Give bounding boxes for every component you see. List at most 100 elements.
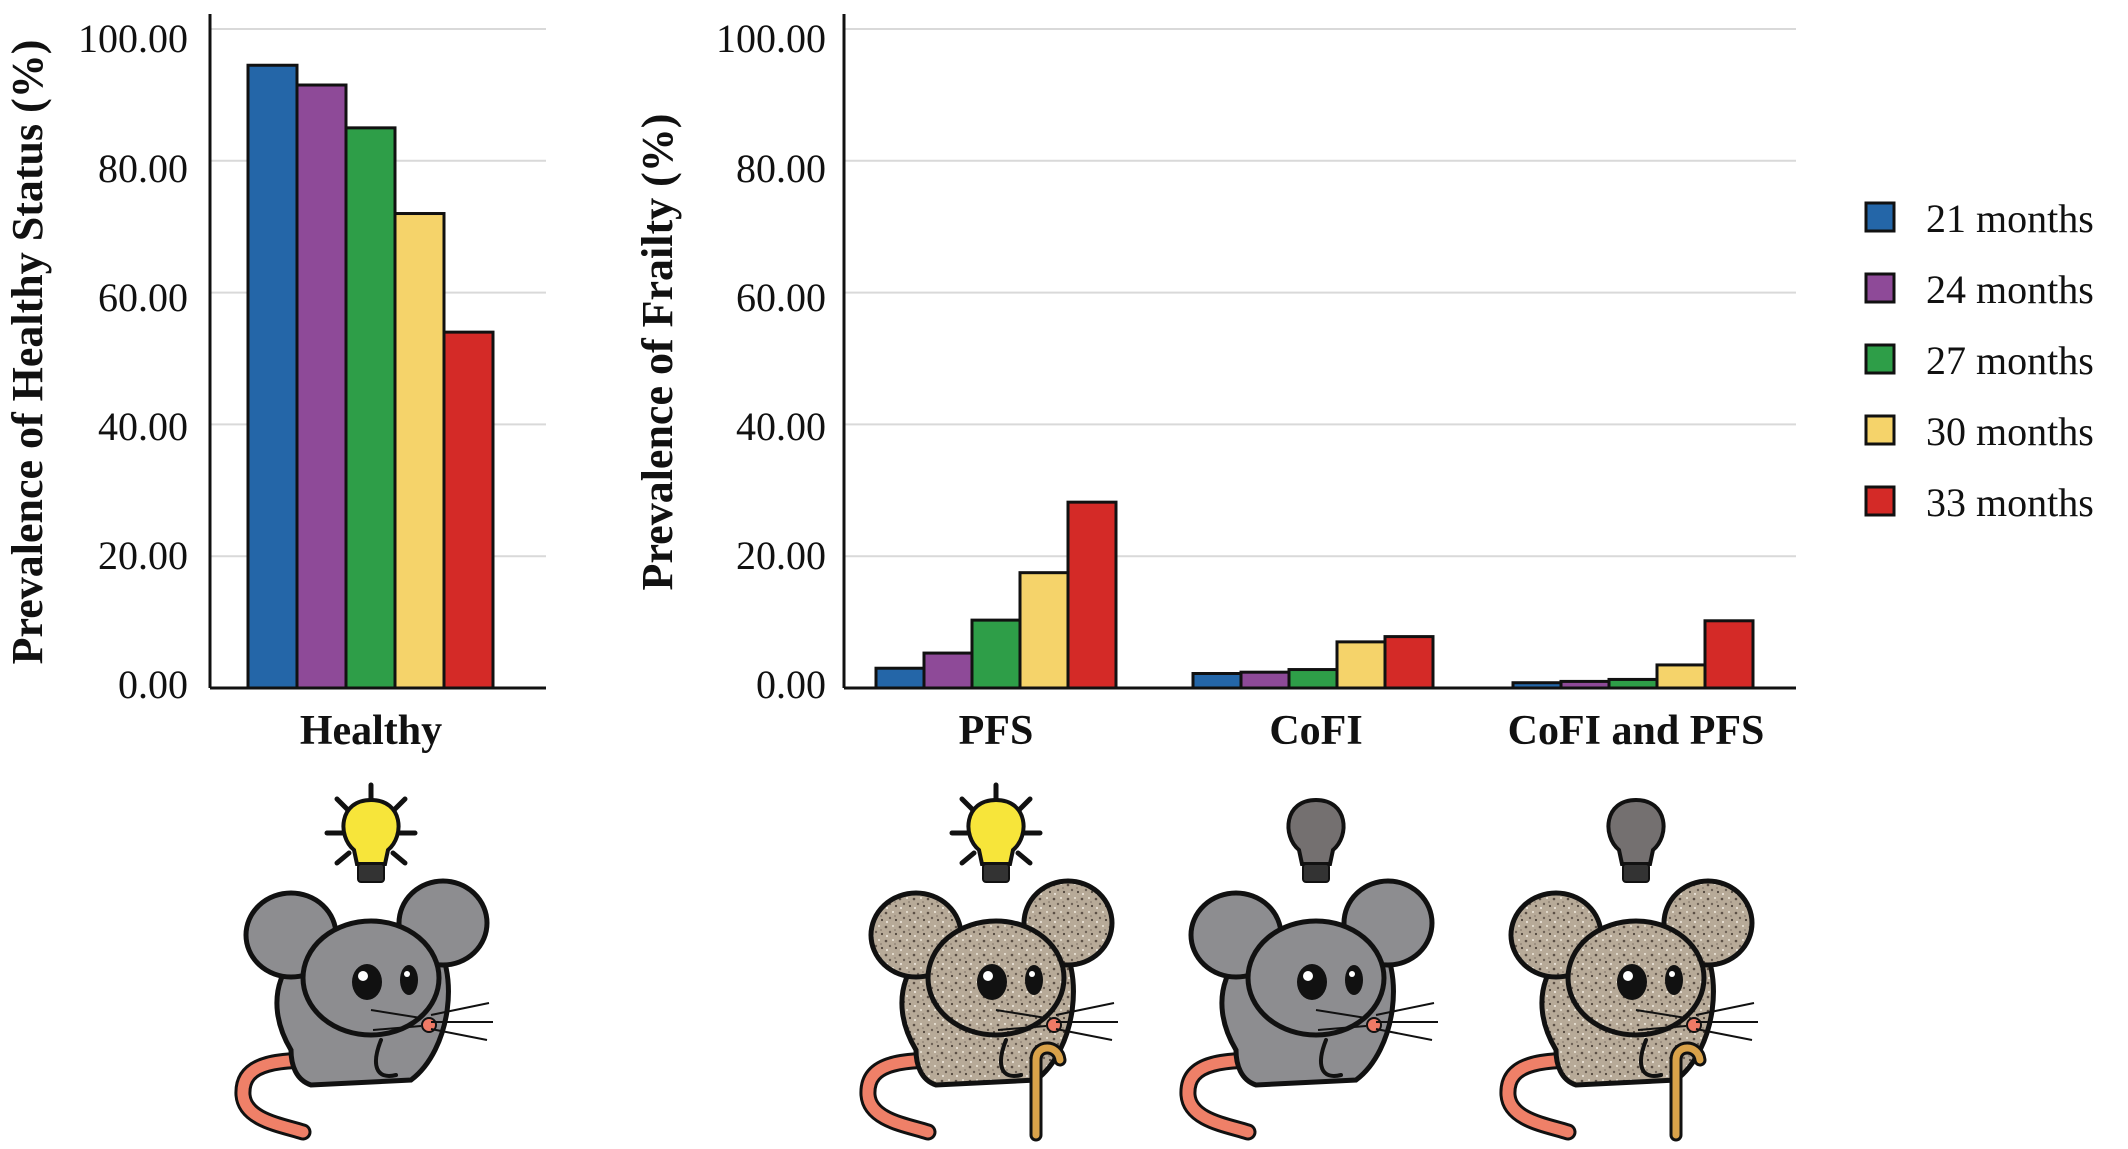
legend-swatch	[1864, 343, 1896, 375]
mouse-paw	[999, 1038, 1023, 1078]
mouse-paw	[1319, 1038, 1343, 1078]
bar-pfs-33-months	[1066, 500, 1118, 690]
mouse-whisker	[1317, 1025, 1367, 1031]
bulb-ray	[1015, 850, 1033, 866]
y-axis-title: Prevalence of Frailty (%)	[633, 114, 682, 591]
mouse-illustration-pfs	[859, 782, 1118, 1142]
mouse-eye	[352, 964, 382, 1000]
legend-label: 30 months	[1926, 409, 2094, 454]
y-tick-label: 60.00	[736, 275, 826, 320]
mouse-whisker	[430, 1002, 490, 1016]
mouse-whisker	[1055, 1028, 1113, 1041]
mouse-whisker	[1695, 1028, 1753, 1041]
bar-cofi-30-months	[1335, 640, 1387, 690]
mouse-whisker	[1375, 1028, 1433, 1041]
mouse-eye-highlight	[983, 971, 993, 981]
healthy-chart: 0.00 20.00 40.00 60.00 80.00 100.00 Prev…	[3, 14, 546, 754]
mouse-whisker	[370, 1009, 422, 1019]
y-tick-label: 40.00	[736, 404, 826, 449]
mouse-eye	[1297, 964, 1327, 1000]
mouse-whisker	[1375, 1002, 1435, 1016]
legend-item: 27 months	[1864, 338, 2094, 383]
bar-series	[246, 63, 495, 690]
y-tick-label: 20.00	[98, 533, 188, 578]
mouse-whisker	[997, 1025, 1047, 1031]
legend-swatch	[1864, 414, 1896, 446]
y-tick-label: 60.00	[98, 275, 188, 320]
bulb-glass	[966, 797, 1026, 866]
mouse-paw	[374, 1038, 398, 1078]
mouse-whisker	[430, 1028, 488, 1041]
mouse-eye	[1345, 965, 1363, 995]
legend-label: 27 months	[1926, 338, 2094, 383]
bulb-glass	[1286, 797, 1346, 866]
y-tick-label: 0.00	[118, 662, 188, 707]
bulb-glass	[1606, 797, 1666, 866]
cane-shaft	[1032, 1044, 1064, 1139]
bulb-base	[357, 863, 385, 883]
mouse-eye-highlight	[1303, 971, 1313, 981]
bulb-ray	[390, 850, 408, 866]
y-tick-label: 40.00	[98, 404, 188, 449]
dark-bulb-icon	[1606, 797, 1666, 883]
bar-pfs-24-months	[922, 651, 974, 690]
bar-healthy-27-months	[344, 126, 397, 690]
category-label-cofi: CoFI	[1269, 708, 1362, 754]
mouse-whisker	[1637, 1025, 1687, 1031]
legend-label: 21 months	[1926, 196, 2094, 241]
mouse-paw	[1639, 1038, 1663, 1078]
mouse-eye-highlight	[358, 971, 368, 981]
y-tick-label: 80.00	[736, 146, 826, 191]
y-tick-label: 0.00	[756, 662, 826, 707]
bar-pfs-27-months	[970, 618, 1022, 690]
mouse-eye-highlight	[1669, 971, 1675, 977]
bulb-base	[1622, 863, 1650, 883]
mouse-illustrations	[234, 782, 1758, 1142]
mouse-whisker	[1055, 1002, 1115, 1016]
bar-healthy-30-months	[393, 212, 446, 690]
bar-healthy-33-months	[442, 330, 495, 690]
mouse-eye	[977, 964, 1007, 1000]
legend-swatch	[1864, 201, 1896, 233]
category-label-pfs: PFS	[959, 708, 1034, 754]
mouse-eye-highlight	[1623, 971, 1633, 981]
y-tick-labels: 0.00 20.00 40.00 60.00 80.00 100.00	[716, 16, 826, 707]
grid-lines	[844, 28, 1796, 558]
mouse-whisker	[372, 1025, 422, 1031]
mouse-eye	[1617, 964, 1647, 1000]
bar-cofi-27-months	[1287, 668, 1339, 690]
bulb-base	[1302, 863, 1330, 883]
dark-bulb-icon	[1286, 797, 1346, 883]
cane-icon	[1029, 1041, 1067, 1142]
bar-cofi-21-months	[1191, 672, 1243, 690]
mouse-eye-highlight	[404, 971, 410, 977]
cane-icon	[1669, 1041, 1707, 1142]
mouse-whisker	[1635, 1009, 1687, 1019]
y-tick-label: 20.00	[736, 533, 826, 578]
y-tick-labels: 0.00 20.00 40.00 60.00 80.00 100.00	[78, 16, 188, 707]
mouse-whisker	[1695, 1002, 1755, 1016]
bar-cofi-and-pfs-30-months	[1655, 663, 1707, 690]
bar-pfs-30-months	[1018, 571, 1070, 690]
mouse-whisker	[1315, 1009, 1367, 1019]
category-label-cofi-and-pfs: CoFI and PFS	[1508, 708, 1765, 754]
lit-bulb-icon	[324, 782, 418, 883]
y-tick-label: 100.00	[716, 16, 826, 61]
bulb-ray	[334, 850, 352, 866]
mouse-illustration-cofi	[1179, 797, 1438, 1141]
mouse-illustration-cofi-and-pfs	[1499, 797, 1758, 1142]
legend-item: 24 months	[1864, 267, 2094, 312]
legend-label: 33 months	[1926, 480, 2094, 525]
legend-label: 24 months	[1926, 267, 2094, 312]
y-tick-label: 100.00	[78, 16, 188, 61]
bulb-base	[982, 863, 1010, 883]
legend-swatch	[1864, 485, 1896, 517]
bar-cofi-and-pfs-33-months	[1703, 619, 1755, 690]
mouse-eye	[400, 965, 418, 995]
legend-swatch	[1864, 272, 1896, 304]
legend-item: 33 months	[1864, 480, 2094, 525]
mouse-illustration-healthy	[234, 782, 493, 1141]
legend-item: 21 months	[1864, 196, 2094, 241]
y-tick-label: 80.00	[98, 146, 188, 191]
